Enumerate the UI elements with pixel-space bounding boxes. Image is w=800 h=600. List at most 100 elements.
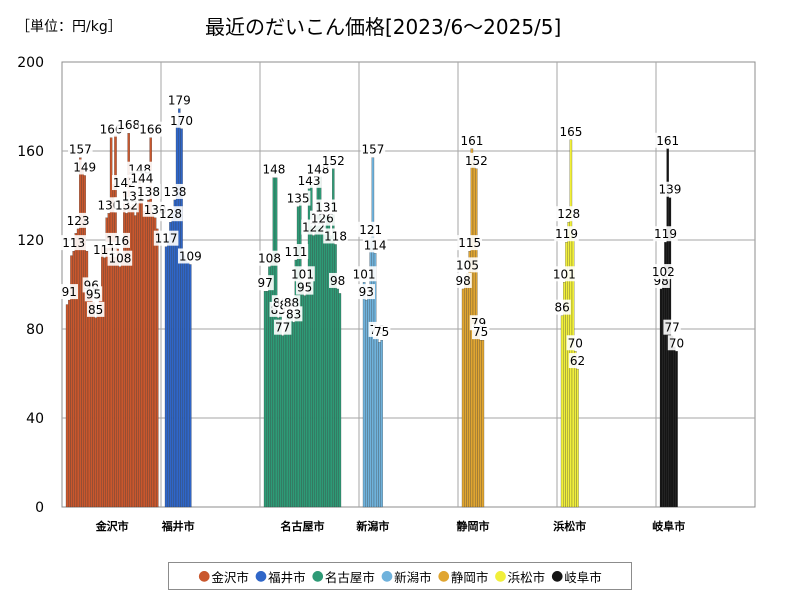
data-label: 98 <box>329 272 347 288</box>
bar <box>461 288 465 508</box>
data-label-bg <box>566 335 584 351</box>
bar <box>189 264 192 508</box>
bar <box>96 311 100 508</box>
chart-plot: 0 40 80 120 160 200 金沢市 福井市 名古屋市 新潟市 静岡市 浜松市 岐阜市 91 11… <box>17 55 756 533</box>
bar <box>76 228 80 508</box>
data-label-bg <box>256 275 274 291</box>
legend-marker-icon: ● <box>380 568 394 584</box>
data-label-bg <box>129 170 155 186</box>
data-label-text: 93 <box>359 285 374 299</box>
data-label-bg <box>651 264 676 280</box>
legend-marker-icon: ● <box>311 568 324 584</box>
data-label: 152 <box>321 152 346 168</box>
data-label-text: 139 <box>658 183 681 197</box>
data-label-text: 148 <box>262 163 285 177</box>
bar <box>112 184 115 508</box>
data-label-text: 168 <box>117 118 140 132</box>
x-category-label: 静岡市 <box>457 519 490 533</box>
data-label-text: 86 <box>554 301 569 315</box>
data-label-bg <box>169 112 194 128</box>
data-label-bg <box>84 286 103 302</box>
data-label: 135 <box>285 190 311 206</box>
legend-item: ● 名古屋市 <box>312 567 375 586</box>
data-label: 93 <box>357 284 375 300</box>
data-label: 161 <box>459 132 485 148</box>
bar <box>263 291 267 508</box>
x-category-label: 新潟市 <box>356 519 389 533</box>
bar <box>574 351 577 508</box>
legend-label: 静岡市 <box>450 569 489 585</box>
legend-item: ● 新潟市 <box>381 567 432 586</box>
bar <box>65 304 69 508</box>
bar <box>673 346 676 508</box>
data-label: 119 <box>653 226 678 242</box>
legend-label: 名古屋市 <box>324 569 375 585</box>
data-label-bg <box>285 190 311 206</box>
legend-marker-icon: ● <box>437 568 450 584</box>
data-label-text: 119 <box>654 227 677 241</box>
legend-item: ● 静岡市 <box>438 567 489 586</box>
data-label: 179 <box>167 92 192 108</box>
data-label-text: 157 <box>361 143 384 157</box>
data-label-bg <box>107 250 133 266</box>
bar <box>87 291 91 508</box>
data-label-text: 98 <box>330 274 345 288</box>
y-tick-label: 120 <box>17 233 44 249</box>
data-label: 123 <box>65 212 91 228</box>
bar <box>101 246 104 508</box>
data-label-bg <box>290 266 315 282</box>
bar <box>184 259 188 508</box>
bar <box>173 199 177 508</box>
bar <box>178 108 181 508</box>
data-label-bg <box>285 306 303 322</box>
data-label-bg <box>667 335 686 351</box>
bar <box>103 257 106 508</box>
bar <box>668 197 672 508</box>
bar <box>283 331 287 508</box>
data-label-text: 128 <box>159 207 182 221</box>
data-label-text: 83 <box>286 307 301 321</box>
data-label-bg <box>321 152 346 168</box>
data-label-text: 70 <box>669 336 684 350</box>
data-label: 128 <box>556 206 581 222</box>
bar <box>290 311 293 508</box>
data-label: 138 <box>136 183 161 199</box>
bar <box>362 282 366 508</box>
data-label-text: 170 <box>170 114 193 128</box>
legend-marker-icon: ● <box>198 568 211 584</box>
data-label-text: 70 <box>568 336 583 350</box>
data-label-bg <box>138 121 163 137</box>
data-label-bg <box>653 226 678 242</box>
data-label-text: 75 <box>374 325 389 339</box>
data-label: 77 <box>274 319 292 335</box>
legend-item: ● 福井市 <box>255 567 306 586</box>
data-label-text: 161 <box>656 134 679 148</box>
data-label-bg <box>464 152 489 168</box>
bar <box>175 124 179 508</box>
bar <box>109 137 113 508</box>
bar <box>323 215 326 508</box>
bar <box>182 255 185 508</box>
data-label-text: 111 <box>284 245 307 259</box>
data-label-bg <box>257 250 282 266</box>
data-label-bg <box>554 226 579 242</box>
x-category-label: 浜松市 <box>553 519 586 533</box>
data-label-bg <box>373 324 391 340</box>
data-label: 70 <box>667 335 686 351</box>
data-label: 111 <box>283 244 309 260</box>
data-label-text: 128 <box>557 207 580 221</box>
legend-marker-icon: ● <box>254 568 268 584</box>
bar <box>659 288 663 508</box>
bar <box>277 317 280 508</box>
legend-marker-icon: ● <box>551 568 564 584</box>
data-label-bg <box>153 230 179 246</box>
data-label-bg <box>72 159 97 175</box>
chart-title: 最近のだいこん価格[2023/6～2025/5] <box>205 15 562 39</box>
legend-item: ● 金沢市 <box>198 567 249 586</box>
data-label-text: 109 <box>179 249 202 263</box>
bar <box>153 217 157 508</box>
bar <box>281 335 284 508</box>
data-label-bg <box>323 228 348 244</box>
data-label-bg <box>283 244 309 260</box>
bar <box>147 199 150 508</box>
